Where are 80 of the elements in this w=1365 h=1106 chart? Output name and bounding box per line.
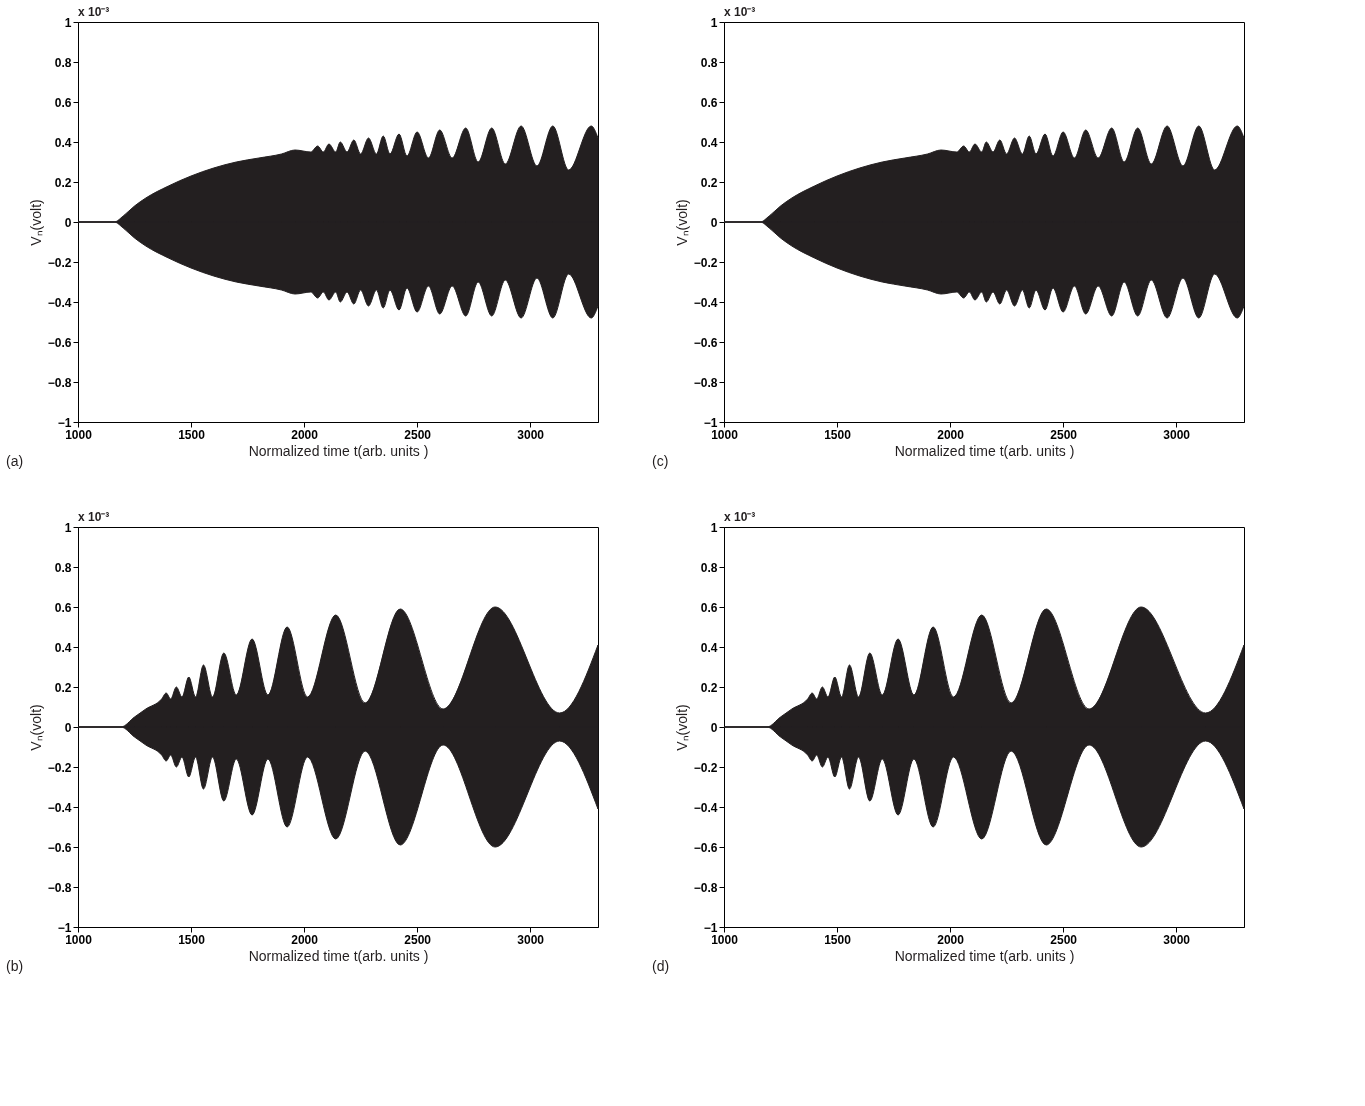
x-tick-label: 2000 xyxy=(937,427,965,442)
y-tick-label: 0.2 xyxy=(700,680,718,695)
y-tick-label: −0.4 xyxy=(47,295,72,310)
x-tick-label: 1000 xyxy=(65,427,93,442)
y-tick-label: −0.6 xyxy=(47,840,72,855)
y-tick-label: 0 xyxy=(64,215,72,230)
y-tick-label: −0.2 xyxy=(47,255,72,270)
y-tick-label: 0.4 xyxy=(54,135,72,150)
y-tick-label: 0 xyxy=(710,215,718,230)
text: x 10⁻³ xyxy=(724,510,756,524)
y-tick-label: 0.6 xyxy=(54,600,72,615)
y-tick-label: −1 xyxy=(57,920,72,935)
y-tick-label: 0.6 xyxy=(700,600,718,615)
x-axis-title: Normalized time t(arb. units ) xyxy=(248,442,429,459)
x-tick-label: 3000 xyxy=(517,427,545,442)
text: (a) xyxy=(6,453,24,469)
y-tick-label: −0.8 xyxy=(693,880,718,895)
y-axis-title: Vₙ(volt) xyxy=(673,704,690,751)
y-tick-label: 1 xyxy=(710,15,718,30)
y-tick-label: 0.8 xyxy=(700,560,718,575)
x-tick-label: 2500 xyxy=(1050,932,1078,947)
x-tick-label: 1500 xyxy=(824,427,852,442)
y-tick-label: 0.4 xyxy=(700,640,718,655)
y-tick-label: 0 xyxy=(64,720,72,735)
x-tick-label: 3000 xyxy=(517,932,545,947)
y-axis-title: Vₙ(volt) xyxy=(27,704,44,751)
text: (b) xyxy=(6,958,24,974)
text: x 10⁻³ xyxy=(724,5,756,19)
y-axis-title: Vₙ(volt) xyxy=(673,199,690,246)
x-tick-label: 1500 xyxy=(824,932,852,947)
y-tick-label: 1 xyxy=(710,520,718,535)
y-tick-label: −0.2 xyxy=(47,760,72,775)
y-tick-label: 1 xyxy=(64,15,72,30)
text: x 10⁻³ xyxy=(78,5,110,19)
y-tick-label: −0.4 xyxy=(693,295,718,310)
y-axis-title: Vₙ(volt) xyxy=(27,199,44,246)
y-tick-label: 0.8 xyxy=(700,55,718,70)
y-tick-label: 0.6 xyxy=(54,95,72,110)
x-tick-label: 1500 xyxy=(178,427,206,442)
y-tick-label: 0.8 xyxy=(54,55,72,70)
y-tick-label: −0.8 xyxy=(47,375,72,390)
y-tick-label: −0.8 xyxy=(47,880,72,895)
text: x 10⁻³ xyxy=(78,510,110,524)
y-tick-label: 0.6 xyxy=(700,95,718,110)
x-axis-title: Normalized time t(arb. units ) xyxy=(248,947,429,964)
y-tick-label: 1 xyxy=(64,520,72,535)
y-tick-label: −1 xyxy=(703,920,718,935)
y-tick-label: 0.8 xyxy=(54,560,72,575)
y-tick-label: −1 xyxy=(57,415,72,430)
y-tick-label: −0.6 xyxy=(693,335,718,350)
x-tick-label: 2500 xyxy=(1050,427,1078,442)
y-tick-label: 0.2 xyxy=(54,680,72,695)
x-tick-label: 2000 xyxy=(291,932,319,947)
x-tick-label: 3000 xyxy=(1163,427,1191,442)
y-tick-label: −0.6 xyxy=(693,840,718,855)
y-tick-label: −0.2 xyxy=(693,255,718,270)
x-axis-title: Normalized time t(arb. units ) xyxy=(894,442,1075,459)
y-tick-label: −0.4 xyxy=(47,800,72,815)
y-tick-label: −0.6 xyxy=(47,335,72,350)
text: (c) xyxy=(652,453,669,469)
y-tick-label: −0.8 xyxy=(693,375,718,390)
y-tick-label: 0.4 xyxy=(54,640,72,655)
y-tick-label: −0.4 xyxy=(693,800,718,815)
x-tick-label: 1500 xyxy=(178,932,206,947)
x-tick-label: 1000 xyxy=(711,427,739,442)
x-tick-label: 2000 xyxy=(291,427,319,442)
x-tick-label: 1000 xyxy=(65,932,93,947)
x-tick-label: 3000 xyxy=(1163,932,1191,947)
x-tick-label: 2000 xyxy=(937,932,965,947)
y-tick-label: −1 xyxy=(703,415,718,430)
y-tick-label: −0.2 xyxy=(693,760,718,775)
x-tick-label: 1000 xyxy=(711,932,739,947)
y-tick-label: 0 xyxy=(710,720,718,735)
x-tick-label: 2500 xyxy=(404,932,432,947)
y-tick-label: 0.2 xyxy=(700,175,718,190)
y-tick-label: 0.2 xyxy=(54,175,72,190)
text: (d) xyxy=(652,958,670,974)
x-tick-label: 2500 xyxy=(404,427,432,442)
x-axis-title: Normalized time t(arb. units ) xyxy=(894,947,1075,964)
y-tick-label: 0.4 xyxy=(700,135,718,150)
